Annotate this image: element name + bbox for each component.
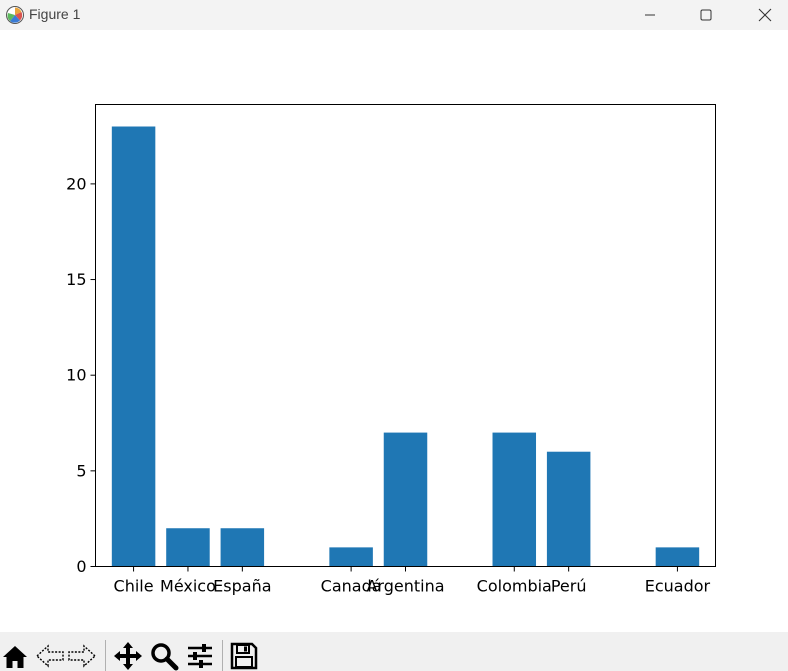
configure-subplots-button[interactable]: [184, 641, 216, 671]
home-button[interactable]: [0, 641, 30, 671]
bar: [492, 432, 537, 567]
maximize-button[interactable]: [683, 0, 729, 30]
back-button[interactable]: [34, 641, 66, 671]
close-icon: [758, 8, 772, 22]
toolbar-separator: [105, 640, 106, 671]
x-tick-label: Perú: [551, 577, 587, 596]
close-button[interactable]: [742, 0, 788, 30]
title-bar: Figure 1: [0, 0, 788, 30]
x-tick-label: Canadá: [321, 577, 382, 596]
x-tick-label: México: [160, 577, 216, 596]
bar: [383, 432, 428, 567]
x-tick-label: Ecuador: [645, 577, 711, 596]
bar: [546, 451, 591, 567]
bar: [655, 547, 700, 567]
x-tick-label: Argentina: [366, 577, 444, 596]
minimize-button[interactable]: [627, 0, 673, 30]
y-tick-label: 20: [66, 174, 86, 193]
pan-button[interactable]: [112, 641, 144, 671]
back-icon: [35, 644, 64, 668]
forward-button[interactable]: [66, 641, 98, 671]
pan-icon: [114, 642, 142, 670]
x-tick-label: España: [213, 577, 271, 596]
y-tick-label: 5: [76, 461, 86, 480]
save-icon: [230, 642, 258, 670]
app-icon: [6, 6, 24, 24]
configure-icon: [188, 644, 212, 668]
x-tick-label: Chile: [114, 577, 154, 596]
bar: [329, 547, 373, 567]
x-tick-label: Colombia: [477, 577, 552, 596]
y-tick-label: 0: [76, 557, 86, 576]
minimize-icon: [645, 14, 655, 16]
zoom-icon: [151, 643, 179, 671]
figure-canvas: 0 5 10 15 20 Chile México España Canadá Argentina…: [0, 30, 788, 632]
y-tick-label: 10: [66, 366, 86, 385]
save-button[interactable]: [228, 641, 260, 671]
toolbar-separator: [222, 640, 223, 671]
home-icon: [3, 646, 27, 668]
maximize-icon: [700, 9, 712, 21]
bar: [220, 528, 265, 567]
bar: [111, 126, 156, 567]
zoom-button[interactable]: [148, 641, 180, 671]
window-title: Figure 1: [29, 6, 81, 22]
bar: [166, 528, 210, 567]
forward-icon: [68, 644, 97, 668]
y-tick-label: 15: [66, 270, 86, 289]
